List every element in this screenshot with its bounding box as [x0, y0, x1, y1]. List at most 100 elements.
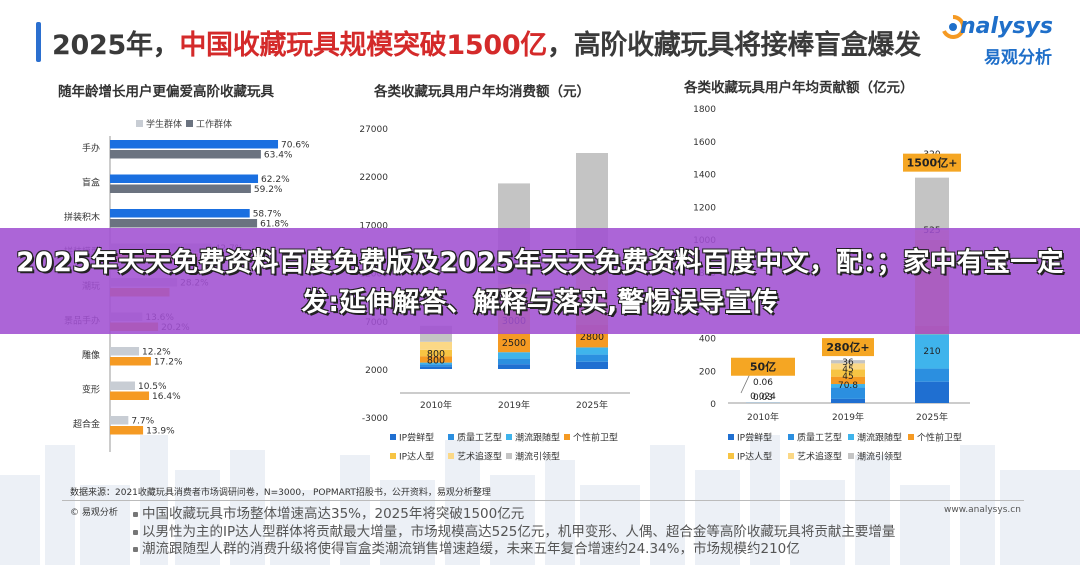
legend-swatch: [506, 453, 512, 459]
stacked-bar-segment: [420, 362, 452, 365]
stacked-bar-segment: [420, 366, 452, 369]
legend-label: 个性前卫型: [917, 432, 962, 444]
stacked-bar-segment: [915, 381, 949, 403]
legend-swatch: [728, 434, 734, 440]
x-category-label: 2019年: [498, 399, 530, 411]
legend-label: 潮流跟随型: [515, 432, 560, 444]
segment-value-label: 45: [842, 365, 853, 375]
legend-swatch: [390, 453, 396, 459]
stacked-bar-segment: [915, 334, 949, 369]
stacked-bar-segment: [498, 352, 530, 359]
x-category-label: 2019年: [832, 411, 864, 423]
bar-student: [110, 416, 129, 425]
bullet-icon: [133, 512, 138, 518]
y-tick-label: -3000: [362, 414, 388, 424]
stacked-bar-segment: [420, 349, 452, 357]
y-tick-label: 0: [710, 400, 716, 410]
stacked-bar-segment: [831, 398, 865, 403]
y-tick-label: 1400: [693, 171, 716, 181]
stacked-bar-segment: [576, 354, 608, 362]
legend-label: IP尝鲜型: [399, 432, 434, 444]
legend-label-student: 学生群体: [146, 118, 182, 130]
y-tick-label: 27000: [359, 125, 388, 135]
legend-swatch: [788, 434, 794, 440]
segment-value-label: 45: [842, 372, 853, 382]
legend-label: 潮流跟随型: [857, 432, 902, 444]
data-source: 数据来源：2021收藏玩具消费者市场调研问卷，N=3000， POPMART招股…: [70, 488, 491, 498]
category-label: 手办: [82, 142, 100, 154]
bar-worker: [110, 426, 144, 435]
footer-url[interactable]: www.analysys.cn: [944, 505, 1021, 515]
stacked-bar-segment: [831, 360, 865, 364]
finding-item: 潮流跟随型人群的消费升级将使得盲盒类潮流销售增速趋缓，未来五年复合增速约24.3…: [133, 541, 895, 559]
overlay-banner-text[interactable]: 2025年天天免费资料百度免费版及2025年天天免费资料百度中文，配：；家中有宝…: [16, 247, 1064, 318]
stacked-bar-segment: [576, 361, 608, 369]
bar-worker: [110, 219, 258, 228]
segment-value-label: 800: [427, 355, 445, 366]
legend-swatch: [506, 434, 512, 440]
stacked-bar-segment: [498, 358, 530, 365]
total-callout-label: 1500亿+: [907, 156, 958, 170]
value-label: 13.9%: [146, 427, 175, 437]
stacked-bar-segment: [831, 363, 865, 370]
legend-swatch: [564, 434, 570, 440]
bar-worker: [110, 391, 150, 400]
analysys-logo: nalysys 易观分析: [940, 14, 1065, 72]
legend-swatch: [728, 453, 734, 459]
value-label: 70.6%: [281, 141, 310, 151]
y-tick-label: 2000: [365, 366, 388, 376]
stacked-bar-segment: [915, 368, 949, 382]
title-part-year: 2025年，: [52, 30, 180, 61]
segment-value-label: 0.06: [753, 378, 773, 388]
finding-item: 以男性为主的IP达人型群体将贡献最大增量，市场规模高达525亿元，机甲变形、人偶…: [133, 524, 895, 542]
category-label: 雕像: [82, 349, 100, 361]
chart2-title: 各类收藏玩具用户年均消费额（元）: [374, 84, 590, 100]
key-findings: 中国收藏玩具市场整体增速高达35%，2025年将突破1500亿元 以男性为主的I…: [133, 506, 895, 559]
segment-value-label: 70.8: [838, 381, 858, 391]
segment-value-label: 0.024: [750, 392, 776, 402]
stacked-bar-segment: [915, 177, 949, 231]
logo-swirl-icon: [942, 14, 966, 39]
legend-label: 质量工艺型: [457, 432, 502, 444]
overlay-banner[interactable]: [0, 228, 1080, 334]
x-category-label: 2010年: [747, 411, 779, 423]
legend-label-worker: 工作群体: [196, 118, 232, 130]
bar-worker: [110, 184, 251, 193]
y-tick-label: 22000: [359, 173, 388, 183]
segment-value-label: 0.03: [753, 393, 773, 403]
legend-swatch: [390, 434, 396, 440]
legend-swatch: [448, 453, 454, 459]
bar-student: [110, 347, 140, 356]
value-label: 59.2%: [254, 185, 283, 195]
bar-student: [110, 209, 250, 218]
bullet-icon: [133, 547, 138, 553]
stacked-bar-segment: [498, 364, 530, 369]
legend-label: 质量工艺型: [797, 432, 842, 444]
value-label: 16.4%: [152, 392, 181, 402]
bar-student: [110, 174, 259, 183]
category-label: 盲盒: [82, 177, 100, 189]
logo-brand-text: nalysys: [960, 14, 1053, 39]
y-tick-label: 1800: [693, 105, 716, 115]
legend-swatch-student: [136, 120, 143, 127]
headline-accent-bar: [36, 22, 41, 62]
stacked-bar-segment: [831, 369, 865, 377]
city-skyline-background: [0, 435, 1080, 565]
legend-label: 艺术追逐型: [797, 451, 842, 463]
segment-value-label: 2800: [580, 332, 604, 343]
legend-label: IP尝鲜型: [737, 432, 772, 444]
segment-value-label: 210: [923, 347, 940, 357]
stacked-bar-segment: [420, 341, 452, 350]
page-title: 2025年，中国收藏玩具规模突破1500亿，高阶收藏玩具将接棒盲盒爆发: [52, 23, 921, 62]
total-callout-label: 280亿+: [826, 340, 869, 354]
legend-label: 艺术追逐型: [457, 451, 502, 463]
finding-text: 潮流跟随型人群的消费升级将使得盲盒类潮流销售增速趋缓，未来五年复合增速约24.3…: [142, 541, 800, 557]
logo-chinese-text: 易观分析: [984, 48, 1052, 68]
chart1-title: 随年龄增长用户更偏爱高阶收藏玩具: [58, 84, 274, 100]
chart3-title: 各类收藏玩具用户年均贡献额（亿元）: [684, 80, 914, 96]
stacked-bar-segment: [831, 384, 865, 388]
stacked-bar-segment: [576, 347, 608, 355]
finding-item: 中国收藏玩具市场整体增速高达35%，2025年将突破1500亿元: [133, 506, 895, 524]
stacked-bar-segment: [831, 376, 865, 385]
